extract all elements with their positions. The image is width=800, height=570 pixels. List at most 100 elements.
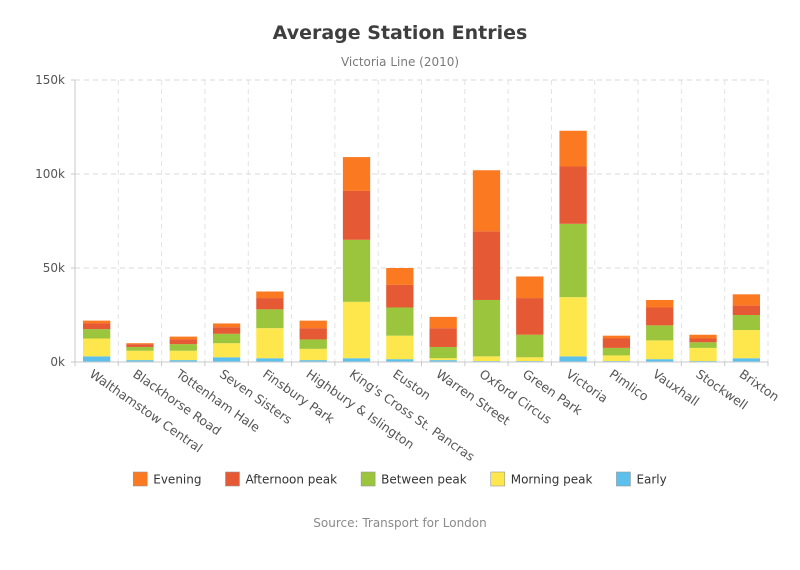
bar-segment[interactable] [83, 323, 111, 330]
bar-segment[interactable] [212, 357, 241, 362]
bar-segment[interactable] [256, 358, 284, 362]
bar-segment[interactable] [83, 320, 111, 324]
bar-segment[interactable] [126, 360, 154, 362]
bar-segment[interactable] [689, 347, 717, 362]
bar-segment[interactable] [386, 307, 414, 336]
bar-segment[interactable] [299, 348, 327, 361]
legend-item[interactable]: Early [616, 471, 667, 487]
y-tick-label: 0k [50, 355, 65, 369]
bar-segment[interactable] [126, 350, 154, 361]
bar-segment[interactable] [646, 299, 674, 308]
bar-segment[interactable] [602, 355, 631, 362]
bar-segment[interactable] [212, 323, 241, 328]
bar-segment[interactable] [256, 291, 284, 299]
bar-segment[interactable] [429, 328, 457, 347]
legend-swatch [132, 471, 148, 487]
bar-segment[interactable] [126, 346, 154, 351]
bar-segment[interactable] [256, 298, 284, 310]
bar-segment[interactable] [256, 328, 284, 359]
bar-segment[interactable] [429, 316, 457, 329]
bar-segment[interactable] [559, 223, 587, 298]
bar-segment[interactable] [169, 336, 197, 340]
legend-label: Morning peak [511, 473, 593, 487]
legend-swatch [616, 471, 631, 487]
bar-segment[interactable] [169, 339, 197, 345]
bar-segment[interactable] [559, 297, 587, 357]
bar-segment[interactable] [126, 344, 154, 347]
bar-segment[interactable] [83, 329, 111, 339]
bar-segment[interactable] [602, 335, 631, 339]
bar-segment[interactable] [386, 359, 414, 362]
bar-segment[interactable] [472, 170, 501, 232]
bar-segment[interactable] [689, 338, 717, 343]
axes [71, 79, 769, 366]
legend-item[interactable]: Between peak [360, 471, 467, 487]
chart-title: Average Station Entries [273, 22, 528, 44]
bar-segment[interactable] [169, 360, 197, 362]
y-tick-label: 50k [43, 261, 65, 275]
bar-segment[interactable] [646, 325, 674, 341]
bar-segment[interactable] [732, 330, 760, 359]
bar-segment[interactable] [472, 299, 501, 357]
bar-segment[interactable] [169, 344, 197, 351]
bars [83, 130, 760, 362]
bar-segment[interactable] [646, 340, 674, 360]
bar-segment[interactable] [732, 315, 760, 331]
bar-segment[interactable] [689, 334, 717, 339]
bar-segment[interactable] [472, 231, 501, 300]
bar-segment[interactable] [299, 360, 327, 362]
bar-segment[interactable] [212, 343, 241, 358]
bar-segment[interactable] [559, 130, 587, 167]
bar-segment[interactable] [646, 359, 674, 362]
bar-segment[interactable] [342, 190, 371, 240]
bar-segment[interactable] [299, 320, 327, 329]
bar-segment[interactable] [429, 358, 457, 361]
bar-segment[interactable] [559, 356, 587, 362]
bar-segment[interactable] [299, 339, 327, 349]
bar-segment[interactable] [602, 338, 631, 348]
bar-segment[interactable] [342, 358, 371, 362]
legend-label: Early [636, 473, 666, 487]
bar-segment[interactable] [212, 333, 241, 344]
x-tick-label: Pimlico [607, 366, 652, 404]
bar-segment[interactable] [212, 327, 241, 334]
bar-segment[interactable] [646, 307, 674, 326]
bar-segment[interactable] [516, 334, 544, 358]
bar-segment[interactable] [169, 350, 197, 361]
bar-segment[interactable] [732, 358, 760, 362]
y-tick-label: 150k [35, 73, 65, 87]
bar-segment[interactable] [516, 357, 544, 362]
legend-swatch [490, 471, 506, 487]
bar-segment[interactable] [342, 157, 371, 191]
y-tick-label: 100k [35, 167, 65, 181]
bar-segment[interactable] [516, 276, 544, 299]
bar-segment[interactable] [429, 346, 457, 359]
bar-segment[interactable] [689, 342, 717, 348]
x-tick-label: Vauxhall [650, 366, 702, 409]
bar-segment[interactable] [559, 166, 587, 224]
bar-segment[interactable] [429, 360, 457, 362]
bar-segment[interactable] [386, 284, 414, 308]
chart-subtitle: Victoria Line (2010) [341, 55, 459, 69]
bar-segment[interactable] [602, 347, 631, 356]
bar-segment[interactable] [386, 335, 414, 360]
legend-label: Between peak [381, 473, 467, 487]
bar-segment[interactable] [83, 356, 111, 362]
bar-segment[interactable] [386, 268, 414, 285]
chart-source: Source: Transport for London [313, 516, 487, 530]
y-axis-ticks: 0k 50k 100k 150k [35, 73, 65, 369]
bar-segment[interactable] [126, 343, 154, 345]
legend-item[interactable]: Evening [132, 471, 201, 487]
bar-segment[interactable] [516, 298, 544, 335]
bar-segment[interactable] [732, 305, 760, 315]
bar-segment[interactable] [342, 239, 371, 302]
bar-segment[interactable] [732, 294, 760, 306]
legend-item[interactable]: Morning peak [490, 471, 593, 487]
bar-segment[interactable] [342, 301, 371, 359]
bar-segment[interactable] [299, 328, 327, 340]
bar-segment[interactable] [472, 356, 501, 362]
legend-item[interactable]: Afternoon peak [225, 471, 337, 487]
bar-segment[interactable] [83, 338, 111, 357]
bar-segment[interactable] [256, 309, 284, 329]
